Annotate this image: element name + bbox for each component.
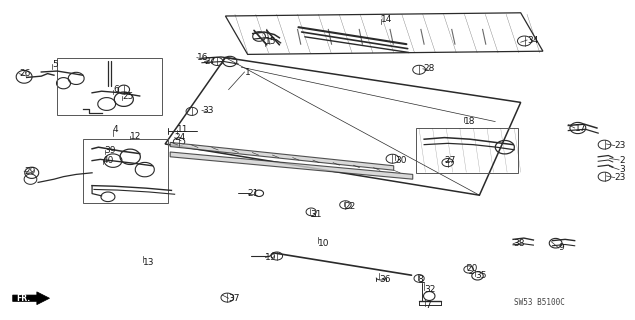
Text: 30: 30: [395, 156, 406, 164]
Text: 13: 13: [143, 258, 154, 267]
Text: 38: 38: [513, 239, 525, 248]
Text: 1: 1: [244, 68, 250, 76]
Text: 29: 29: [24, 167, 36, 176]
Text: 37: 37: [229, 294, 240, 303]
Text: 22: 22: [344, 202, 356, 211]
Text: FR.: FR.: [16, 294, 30, 303]
Text: 19: 19: [265, 253, 277, 262]
Text: 26: 26: [19, 69, 30, 78]
Text: 21: 21: [248, 189, 259, 198]
Text: 23: 23: [615, 141, 626, 150]
Text: 35: 35: [475, 271, 486, 280]
Text: 12: 12: [130, 132, 142, 140]
Text: 27: 27: [204, 57, 216, 66]
Polygon shape: [170, 142, 394, 170]
Text: 25: 25: [122, 92, 133, 100]
Text: 14: 14: [381, 15, 392, 24]
Text: 39: 39: [105, 146, 116, 155]
Text: 16: 16: [197, 53, 208, 62]
Text: 11: 11: [177, 125, 188, 134]
Text: 28: 28: [423, 64, 434, 73]
Text: 27: 27: [444, 156, 456, 165]
Text: 9: 9: [559, 244, 565, 252]
Text: 15: 15: [265, 37, 277, 46]
Text: 5: 5: [52, 60, 58, 68]
Text: 40: 40: [103, 156, 114, 164]
Text: 8: 8: [418, 276, 424, 284]
Text: 20: 20: [467, 264, 478, 273]
Text: 23: 23: [615, 173, 626, 182]
Text: SW53 B5100C: SW53 B5100C: [514, 298, 565, 307]
Polygon shape: [13, 292, 50, 305]
Text: 33: 33: [202, 106, 213, 115]
Text: 7: 7: [425, 301, 431, 310]
Text: 34: 34: [527, 36, 538, 44]
Text: 17: 17: [575, 124, 586, 132]
Text: 10: 10: [318, 239, 329, 248]
Text: 6: 6: [113, 85, 119, 94]
Text: 24: 24: [175, 133, 186, 142]
Polygon shape: [170, 152, 413, 179]
Text: 32: 32: [424, 285, 436, 294]
Text: 31: 31: [310, 210, 321, 219]
Text: 4: 4: [113, 125, 119, 134]
Text: 36: 36: [379, 275, 391, 284]
Text: 3: 3: [619, 165, 625, 174]
Text: 2: 2: [619, 156, 625, 164]
Text: 18: 18: [464, 117, 475, 126]
